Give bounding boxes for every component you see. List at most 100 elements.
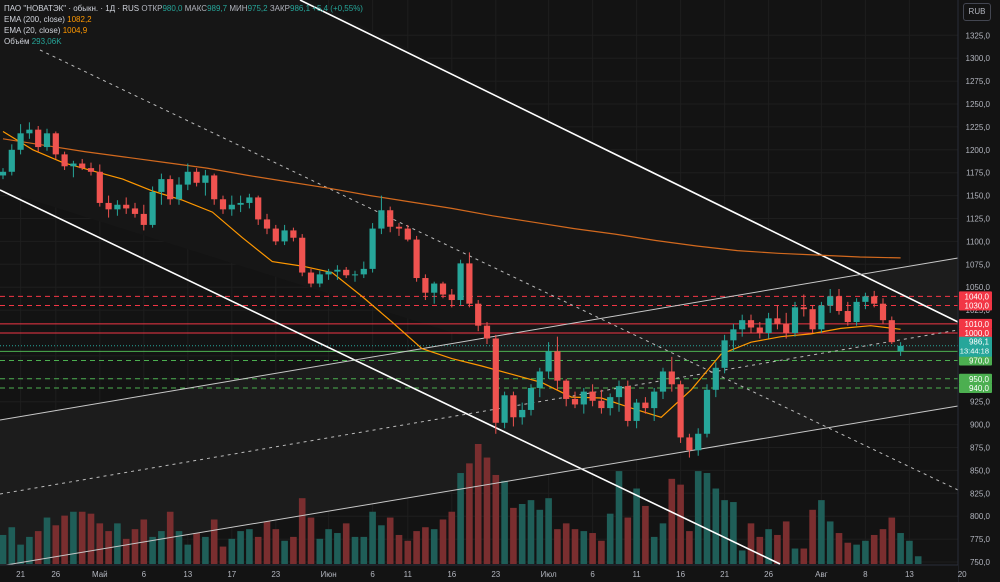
candle-body [131,208,139,214]
candle-body [835,296,843,312]
trendlines [0,0,959,567]
candle-body [395,226,403,229]
volume-bar [844,542,852,564]
candle-body [853,301,860,323]
candle-body [35,129,42,148]
candle-body [642,402,649,409]
candle-body [343,269,350,276]
time-tick-label: 20 [958,570,967,579]
volume-bar [281,540,288,564]
ascending-channel-lower [0,405,959,567]
volume-bar [624,517,632,564]
candle-body [844,311,851,323]
candle-body [43,133,51,148]
legend-ema200-row[interactable]: EMA (200, close) 1082,2 [4,14,363,25]
level-badge-label: 1010,0 [965,320,990,329]
price-tick-label: 1150,0 [966,192,990,201]
volume-bar [474,444,482,564]
time-tick-label: Май [92,570,108,579]
volume-bar [0,534,7,564]
candle-body [730,329,737,341]
candle-body [686,437,693,451]
candle-body [149,191,156,225]
price-tick-label: 900,0 [970,421,991,430]
candle-body [695,433,702,451]
price-axis-background [958,0,1000,582]
volume-bar [307,517,315,564]
volume-bar [378,525,385,564]
time-tick-label: 23 [491,570,500,579]
time-tick-label: 23 [271,570,280,579]
legend-ema20-row[interactable]: EMA (20, close) 1004,9 [4,25,363,36]
price-tick-label: 1325,0 [966,31,991,40]
price-tick-label: 1050,0 [966,283,991,292]
volume-bar [650,536,658,564]
candle-body [862,296,869,302]
volume-bar [642,505,649,564]
volume-bar [448,511,456,564]
volume-bar [747,523,755,564]
open-value: 980,0 [162,4,183,13]
candle-body [299,237,306,273]
volume-bar [369,511,376,564]
candle-body [827,296,834,306]
volume-bar [254,536,262,564]
symbol-label[interactable]: ПАО "НОВАТЭК" · обыкн. · 1Д · RUS [4,4,140,13]
level-badge [959,291,992,302]
level-badge [959,318,992,329]
ema20-value: 1004,9 [62,26,88,35]
time-tick-label: 13 [905,570,914,579]
time-axis[interactable]: 21 26 Май 6 13 17 23 Июн 6 11 16 23 Июл 6 11 16 21 26 Авг 8… [0,564,1000,582]
volume-bar [202,536,209,564]
volume-bar [545,498,552,564]
volume-bar [853,544,860,564]
currency-badge[interactable]: RUB [963,3,991,21]
volume-bar [809,509,816,564]
volume-bar [342,523,350,564]
chart-legend: ПАО "НОВАТЭК" · обыкн. · 1Д · RUS ОТКР98… [4,3,363,47]
candle-body [871,296,878,304]
candle-body [334,269,341,272]
price-tick-label: 1200,0 [966,146,991,155]
volume-bar [562,523,570,564]
candle-body [791,307,799,333]
volume-bar [483,457,491,564]
level-badge-label: 1040,0 [965,292,990,301]
legend-volume-row[interactable]: Объём 293,06K [4,36,363,47]
volume-bar [228,538,236,564]
candle-body [237,202,244,205]
price-tick-label: 1250,0 [966,100,991,109]
candle-body [651,391,658,409]
ema200-line [2,138,901,259]
candle-body [290,230,297,238]
candle-body [721,340,728,368]
candle-body [607,397,614,409]
candle-body [554,351,561,381]
volume-bar [765,529,772,564]
low-value: 975,2 [247,4,268,13]
candle-body [580,391,587,405]
volume-bar [580,531,588,564]
volume-bar [237,531,244,564]
volume-bar [272,529,280,564]
price-axis[interactable]: 750,0 775,0 800,0 825,0 850,0 875,0 900,0 925,0… [957,0,1000,582]
close-value: 986,1 [290,4,311,13]
volume-bar [536,509,544,564]
volume-bar [122,538,130,564]
volume-bar [184,544,192,564]
volume-bar [826,521,834,564]
volume-bar [351,536,359,564]
candle-body [659,371,667,392]
high-label: МАКС [184,4,208,13]
candle-body [325,271,332,275]
candle-body [800,307,807,310]
volume-bar [219,546,227,564]
candle-body [272,228,279,242]
volume-bar [430,529,438,564]
volume-bar [554,529,561,564]
time-tick-label: 11 [632,570,641,579]
level-badge-label: 1030,0 [965,302,990,311]
volume-bar [659,523,667,564]
level-badge [959,300,992,311]
